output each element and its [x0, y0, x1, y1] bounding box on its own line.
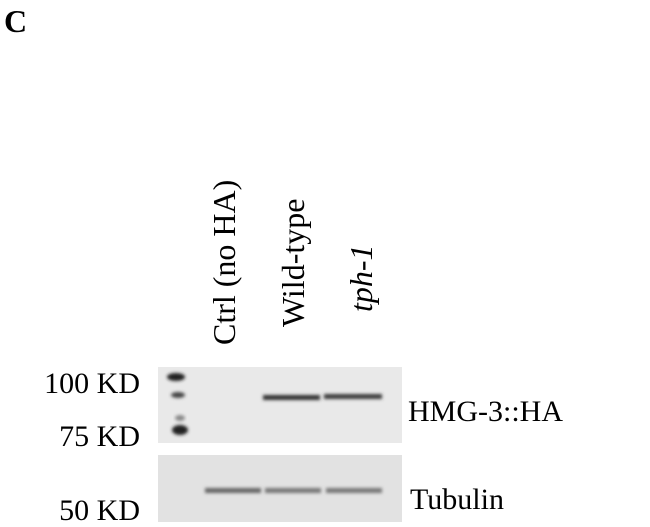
- blot-label: HMG-3::HA: [408, 395, 563, 428]
- blot-bottom: [158, 455, 402, 522]
- blot-label: Tubulin: [410, 483, 504, 516]
- marker-label: 50 KD: [59, 494, 140, 527]
- lane-label: Ctrl (no HA): [206, 180, 242, 345]
- lane-label: tph-1: [343, 244, 379, 312]
- marker-label: 75 KD: [59, 420, 140, 453]
- panel-label: C: [4, 3, 27, 39]
- lane-label: Wild-type: [275, 199, 311, 327]
- blot-top: [158, 367, 402, 443]
- marker-label: 100 KD: [44, 367, 140, 400]
